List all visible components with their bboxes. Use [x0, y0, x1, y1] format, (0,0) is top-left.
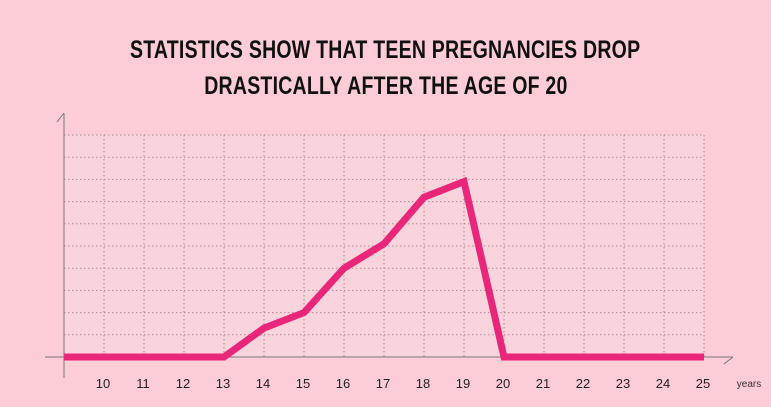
x-tick-label: 10 [96, 376, 110, 391]
x-tick-label: 23 [616, 376, 630, 391]
x-tick-label: 24 [656, 376, 670, 391]
x-tick-label: 19 [456, 376, 470, 391]
x-tick-label: 11 [136, 376, 150, 391]
x-tick-label: 20 [496, 376, 510, 391]
x-tick-label: 14 [256, 376, 270, 391]
x-tick-label: 22 [576, 376, 590, 391]
chart-title-line-2: DRASTICALLY AFTER THE AGE OF 20 [203, 72, 568, 100]
x-tick-label: 15 [296, 376, 310, 391]
x-axis-arrow [723, 356, 734, 365]
x-tick-label: 13 [216, 376, 230, 391]
x-axis-label: years [737, 379, 761, 390]
x-tick-label: 21 [536, 376, 550, 391]
x-tick-label: 12 [176, 376, 190, 391]
y-axis-arrow [56, 112, 65, 123]
x-tick-label: 18 [416, 376, 430, 391]
x-tick-label: 25 [696, 376, 710, 391]
x-tick-label: 17 [376, 376, 390, 391]
x-tick-label: 16 [336, 376, 350, 391]
chart-title-line-1: STATISTICS SHOW THAT TEEN PREGNANCIES DR… [130, 36, 641, 64]
